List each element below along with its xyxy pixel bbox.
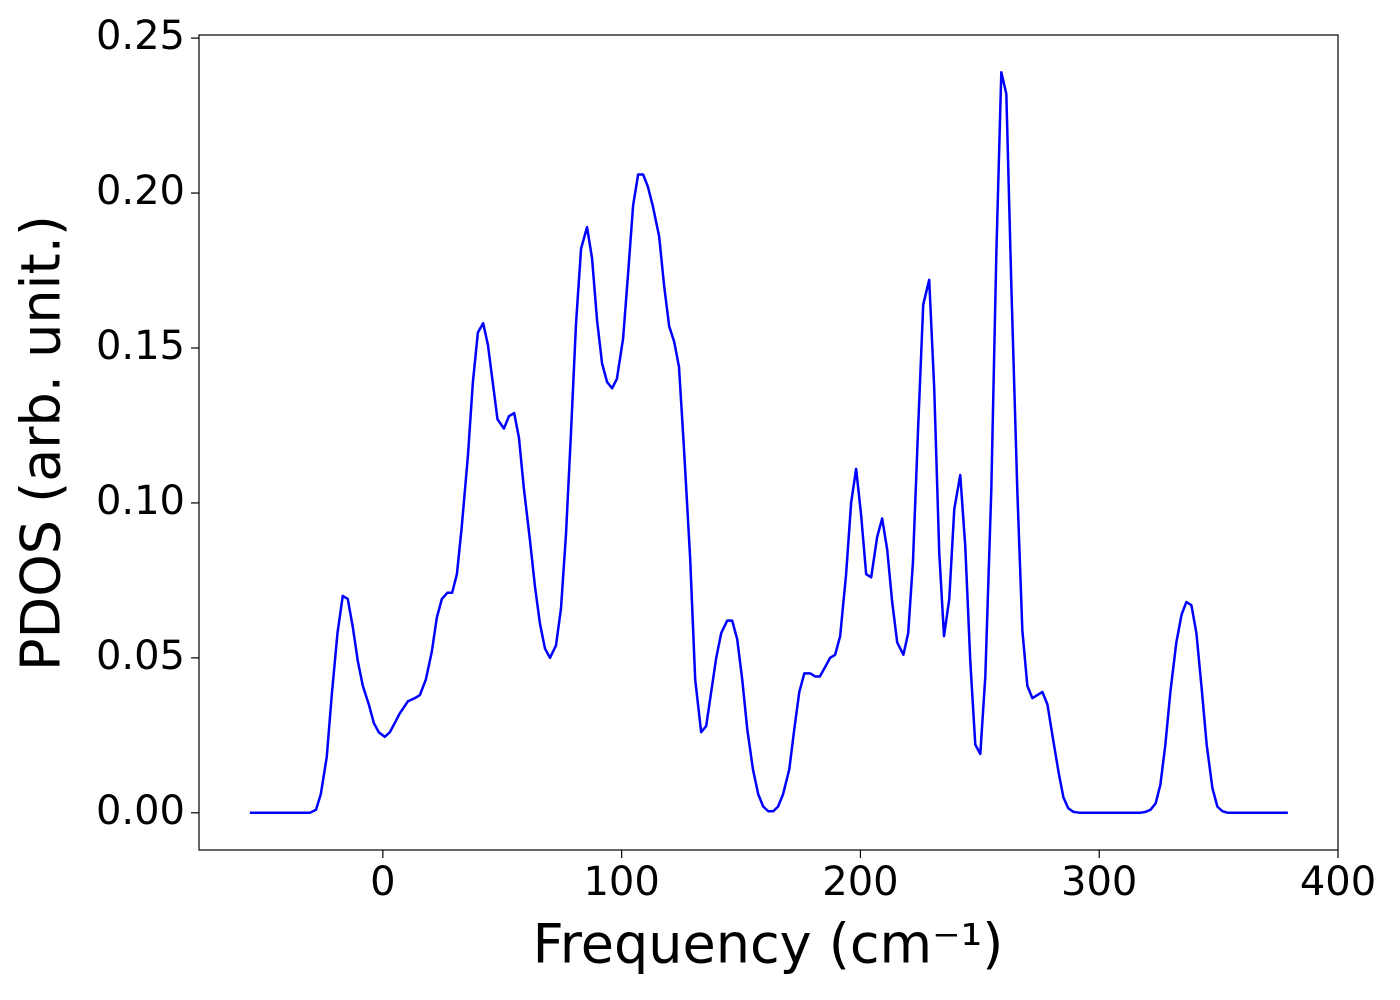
y-tick-label: 0.25 bbox=[96, 13, 185, 59]
x-tick-label: 200 bbox=[822, 859, 898, 905]
plot-frame bbox=[198, 34, 1339, 851]
x-tick-label: 100 bbox=[583, 859, 659, 905]
y-tick-label: 0.10 bbox=[96, 478, 185, 524]
y-tick-label: 0.15 bbox=[96, 323, 185, 369]
data-line bbox=[249, 70, 1288, 815]
y-tick-label: 0.20 bbox=[96, 168, 185, 214]
y-axis-label: PDOS (arb. unit.) bbox=[10, 215, 73, 671]
x-tick-label: 300 bbox=[1061, 859, 1137, 905]
y-tick-label: 0.05 bbox=[96, 633, 185, 679]
x-tick-label: 0 bbox=[370, 859, 395, 905]
x-axis-label: Frequency (cm⁻¹) bbox=[533, 913, 1004, 976]
y-tick-label: 0.00 bbox=[96, 788, 185, 834]
x-tick-label: 400 bbox=[1300, 859, 1376, 905]
